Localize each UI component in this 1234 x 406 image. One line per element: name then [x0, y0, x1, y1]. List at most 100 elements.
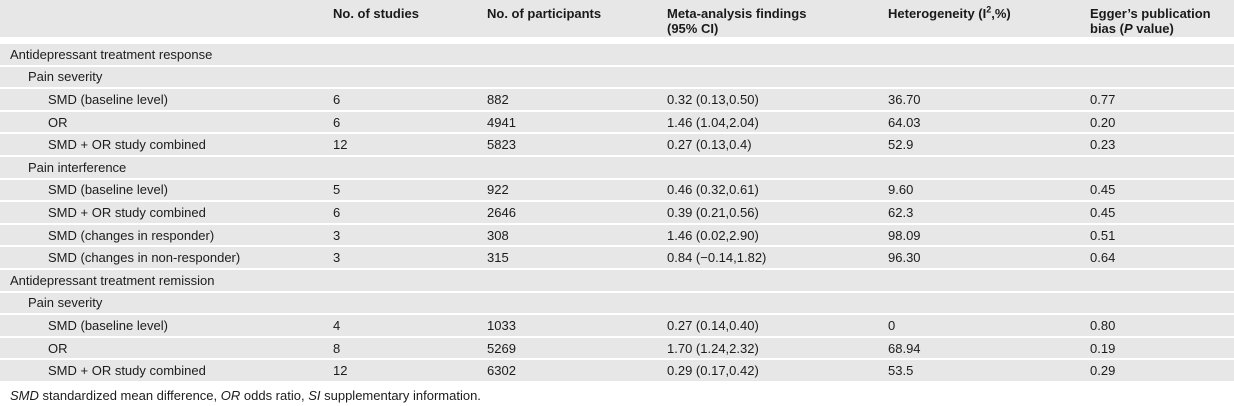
cell-studies: 6 [333, 89, 487, 112]
cell-heterogeneity [888, 66, 1090, 90]
row-label: SMD + OR study combined [0, 134, 333, 157]
cell-heterogeneity [888, 44, 1090, 67]
cell-findings: 1.46 (0.02,2.90) [667, 224, 888, 248]
cell-findings: 0.32 (0.13,0.50) [667, 89, 888, 112]
cell-studies [333, 44, 487, 67]
cell-participants: 6302 [487, 360, 667, 383]
cell-findings: 0.27 (0.13,0.4) [667, 134, 888, 157]
table-row-data: SMD + OR study combined 12 6302 0.29 (0.… [0, 360, 1234, 383]
table-row-data: OR 8 5269 1.70 (1.24,2.32) 68.94 0.19 [0, 337, 1234, 361]
cell-participants: 1033 [487, 315, 667, 338]
header-cell-egger: Egger’s publication bias (P value) [1090, 0, 1234, 44]
header-egger-line1: Egger’s publication [1090, 6, 1211, 21]
footnote-abbr-si: SI [308, 387, 321, 403]
row-label: SMD + OR study combined [0, 202, 333, 225]
cell-heterogeneity [888, 292, 1090, 316]
cell-egger [1090, 44, 1234, 67]
cell-participants: 5823 [487, 134, 667, 157]
cell-participants: 4941 [487, 111, 667, 135]
table-row-data: SMD (changes in responder) 3 308 1.46 (0… [0, 224, 1234, 248]
row-label: OR [0, 111, 333, 135]
cell-studies: 6 [333, 111, 487, 135]
cell-studies [333, 269, 487, 293]
cell-participants [487, 292, 667, 316]
cell-egger: 0.20 [1090, 111, 1234, 135]
footnote-text: odds ratio, [240, 387, 309, 403]
cell-participants: 5269 [487, 337, 667, 361]
cell-studies: 8 [333, 337, 487, 361]
cell-findings: 0.29 (0.17,0.42) [667, 360, 888, 383]
table-row-data: OR 6 4941 1.46 (1.04,2.04) 64.03 0.20 [0, 111, 1234, 135]
cell-egger: 0.64 [1090, 247, 1234, 270]
cell-heterogeneity: 36.70 [888, 89, 1090, 112]
header-findings-line1: Meta-analysis findings [667, 6, 807, 21]
meta-analysis-table: No. of studies No. of participants Meta-… [0, 0, 1234, 383]
cell-egger: 0.80 [1090, 315, 1234, 338]
row-label: SMD (changes in responder) [0, 224, 333, 248]
cell-participants: 882 [487, 89, 667, 112]
table-row-section: Antidepressant treatment response [0, 44, 1234, 67]
row-label: Antidepressant treatment remission [0, 269, 333, 293]
cell-heterogeneity: 0 [888, 315, 1090, 338]
header-cell-heterogeneity: Heterogeneity (I2,%) [888, 0, 1090, 44]
cell-studies: 3 [333, 224, 487, 248]
cell-findings [667, 292, 888, 316]
cell-egger: 0.19 [1090, 337, 1234, 361]
cell-participants [487, 44, 667, 67]
cell-findings: 0.27 (0.14,0.40) [667, 315, 888, 338]
table-row-section: Antidepressant treatment remission [0, 269, 1234, 293]
row-label: OR [0, 337, 333, 361]
table-row-subsection: Pain severity [0, 292, 1234, 316]
table-footnote: SMD standardized mean difference, OR odd… [0, 382, 1234, 404]
footnote-abbr-smd: SMD [10, 387, 39, 403]
header-egger-line2-post: value) [1132, 21, 1174, 36]
cell-studies: 12 [333, 360, 487, 383]
cell-egger: 0.23 [1090, 134, 1234, 157]
cell-findings [667, 66, 888, 90]
table-row-data: SMD (baseline level) 5 922 0.46 (0.32,0.… [0, 179, 1234, 203]
cell-findings [667, 269, 888, 293]
table-row-subsection: Pain interference [0, 156, 1234, 180]
header-het-superscript: 2 [986, 4, 992, 15]
cell-heterogeneity: 62.3 [888, 202, 1090, 225]
cell-participants: 922 [487, 179, 667, 203]
header-cell-findings: Meta-analysis findings (95% CI) [667, 0, 888, 44]
header-cell-empty [0, 0, 333, 44]
header-egger-line2-pre: bias ( [1090, 21, 1124, 36]
footnote-abbr-or: OR [220, 387, 241, 403]
table-row-data: SMD (baseline level) 6 882 0.32 (0.13,0.… [0, 89, 1234, 112]
cell-findings: 1.46 (1.04,2.04) [667, 111, 888, 135]
cell-egger [1090, 156, 1234, 180]
footnote-text: supplementary information. [320, 387, 481, 403]
cell-heterogeneity: 64.03 [888, 111, 1090, 135]
cell-heterogeneity: 98.09 [888, 224, 1090, 248]
cell-heterogeneity [888, 156, 1090, 180]
cell-egger: 0.45 [1090, 179, 1234, 203]
cell-participants [487, 269, 667, 293]
row-label: SMD (baseline level) [0, 315, 333, 338]
cell-egger [1090, 269, 1234, 293]
table-row-subsection: Pain severity [0, 66, 1234, 90]
header-cell-studies: No. of studies [333, 0, 487, 44]
table-row-data: SMD + OR study combined 12 5823 0.27 (0.… [0, 134, 1234, 157]
cell-findings [667, 156, 888, 180]
cell-studies [333, 156, 487, 180]
cell-egger [1090, 292, 1234, 316]
cell-findings [667, 44, 888, 67]
row-label: Pain interference [0, 156, 333, 180]
cell-studies: 12 [333, 134, 487, 157]
row-label: SMD (baseline level) [0, 89, 333, 112]
cell-studies: 5 [333, 179, 487, 203]
table-row-data: SMD (baseline level) 4 1033 0.27 (0.14,0… [0, 315, 1234, 338]
cell-findings: 0.46 (0.32,0.61) [667, 179, 888, 203]
header-findings-line2: (95% CI) [667, 21, 719, 36]
cell-egger [1090, 66, 1234, 90]
row-label: SMD + OR study combined [0, 360, 333, 383]
cell-studies: 3 [333, 247, 487, 270]
cell-egger: 0.51 [1090, 224, 1234, 248]
cell-participants: 308 [487, 224, 667, 248]
cell-heterogeneity: 68.94 [888, 337, 1090, 361]
row-label: SMD (baseline level) [0, 179, 333, 203]
cell-participants [487, 66, 667, 90]
